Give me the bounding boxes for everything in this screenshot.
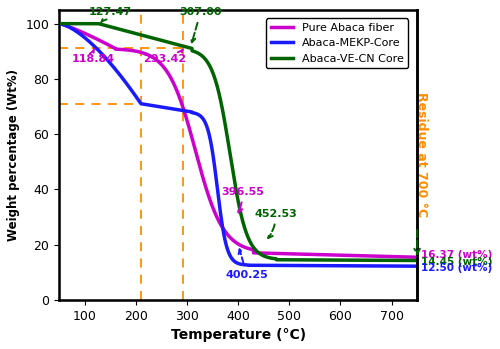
- Text: 14.45 (wt%): 14.45 (wt%): [421, 257, 492, 267]
- Text: 16.37 (wt%): 16.37 (wt%): [421, 250, 492, 260]
- Text: 452.53: 452.53: [254, 209, 297, 238]
- Y-axis label: Weight percentage (Wt%): Weight percentage (Wt%): [7, 69, 20, 241]
- Text: 127.47: 127.47: [88, 7, 132, 22]
- X-axis label: Temperature (°C): Temperature (°C): [170, 328, 306, 342]
- Y-axis label: Residue at 700 °C: Residue at 700 °C: [415, 92, 428, 217]
- Text: 396.55: 396.55: [222, 187, 264, 213]
- Text: 293.42: 293.42: [144, 49, 186, 64]
- Legend: Pure Abaca fiber, Abaca-MEKP-Core, Abaca-VE-CN Core: Pure Abaca fiber, Abaca-MEKP-Core, Abaca…: [266, 18, 408, 68]
- Text: 118.84: 118.84: [72, 49, 115, 64]
- Text: 400.25: 400.25: [226, 249, 268, 280]
- Text: 12.50 (wt%): 12.50 (wt%): [421, 263, 492, 273]
- Text: 307.00: 307.00: [180, 7, 222, 42]
